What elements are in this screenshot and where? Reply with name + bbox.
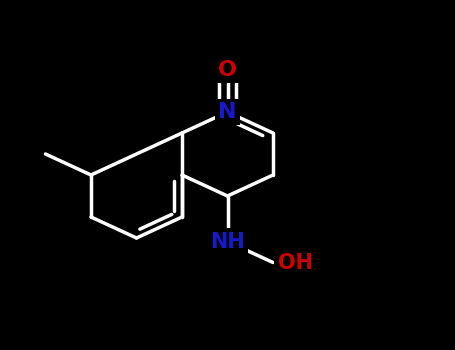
Text: OH: OH	[278, 253, 313, 273]
Text: N: N	[218, 102, 237, 122]
Text: NH: NH	[210, 231, 245, 252]
Text: O: O	[218, 60, 237, 80]
